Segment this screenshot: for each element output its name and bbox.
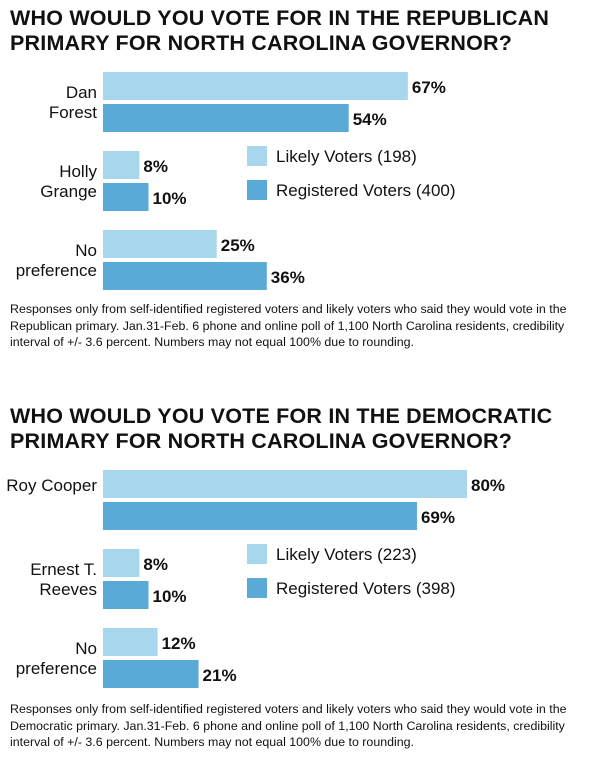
republican-bar-chart: Dan Forest 67% 54% Holly Grange 8% 10% No prefere…: [16, 72, 456, 290]
registered-voters-bar: [103, 581, 149, 609]
democratic-primary-panel: WHO WOULD YOU VOTE FOR IN THE DEMOCRATIC…: [0, 398, 600, 772]
chart-footnote: Responses only from self-identified regi…: [10, 302, 567, 349]
legend-label: Registered Voters (398): [276, 579, 456, 598]
registered-voters-bar: [103, 502, 417, 530]
value-label: 12%: [162, 634, 196, 653]
registered-voters-bar: [103, 104, 349, 132]
value-label: 80%: [471, 476, 505, 495]
legend-label: Likely Voters (198): [276, 147, 417, 166]
value-label: 25%: [221, 236, 255, 255]
registered-voters-bar: [103, 660, 199, 688]
category-label: No preference: [16, 241, 97, 280]
likely-voters-bar: [103, 230, 217, 258]
legend-label: Likely Voters (223): [276, 545, 417, 564]
category-label: Roy Cooper: [6, 476, 97, 495]
legend: Likely Voters (198) Registered Voters (40…: [247, 146, 456, 200]
category-group: No preference 25% 36%: [16, 230, 305, 290]
likely-voters-bar: [103, 470, 467, 498]
registered-voters-bar: [103, 183, 149, 211]
value-label: 8%: [143, 555, 168, 574]
value-label: 10%: [153, 587, 187, 606]
value-label: 8%: [143, 157, 168, 176]
category-label: No preference: [16, 639, 97, 678]
category-group: Holly Grange 8% 10%: [40, 151, 187, 211]
registered-voters-bar: [103, 262, 267, 290]
likely-voters-swatch: [247, 544, 267, 564]
value-label: 54%: [353, 110, 387, 129]
category-group: No preference 12% 21%: [16, 628, 237, 688]
category-label: Ernest T. Reeves: [30, 560, 97, 599]
likely-voters-bar: [103, 628, 158, 656]
chart-title: WHO WOULD YOU VOTE FOR IN THE DEMOCRATIC…: [10, 404, 553, 453]
category-group: Roy Cooper 80% 69%: [6, 470, 505, 530]
category-label: Dan Forest: [49, 83, 97, 122]
chart-title: WHO WOULD YOU VOTE FOR IN THE REPUBLICAN…: [10, 6, 550, 55]
value-label: 36%: [271, 268, 305, 287]
legend: Likely Voters (223) Registered Voters (39…: [247, 544, 456, 598]
republican-primary-panel: WHO WOULD YOU VOTE FOR IN THE REPUBLICAN…: [10, 6, 567, 349]
democratic-bar-chart: Roy Cooper 80% 69% Ernest T. Reeves 8% 10% No pr…: [6, 470, 505, 688]
chart-footnote: Responses only from self-identified regi…: [10, 702, 567, 749]
registered-voters-swatch: [247, 578, 267, 598]
legend-label: Registered Voters (400): [276, 181, 456, 200]
value-label: 21%: [203, 666, 237, 685]
likely-voters-bar: [103, 549, 140, 577]
value-label: 67%: [412, 78, 446, 97]
category-label: Holly Grange: [40, 162, 97, 201]
category-group: Ernest T. Reeves 8% 10%: [30, 549, 187, 609]
category-group: Dan Forest 67% 54%: [49, 72, 446, 132]
likely-voters-swatch: [247, 146, 267, 166]
value-label: 69%: [421, 508, 455, 527]
likely-voters-bar: [103, 72, 408, 100]
likely-voters-bar: [103, 151, 140, 179]
registered-voters-swatch: [247, 180, 267, 200]
value-label: 10%: [153, 189, 187, 208]
